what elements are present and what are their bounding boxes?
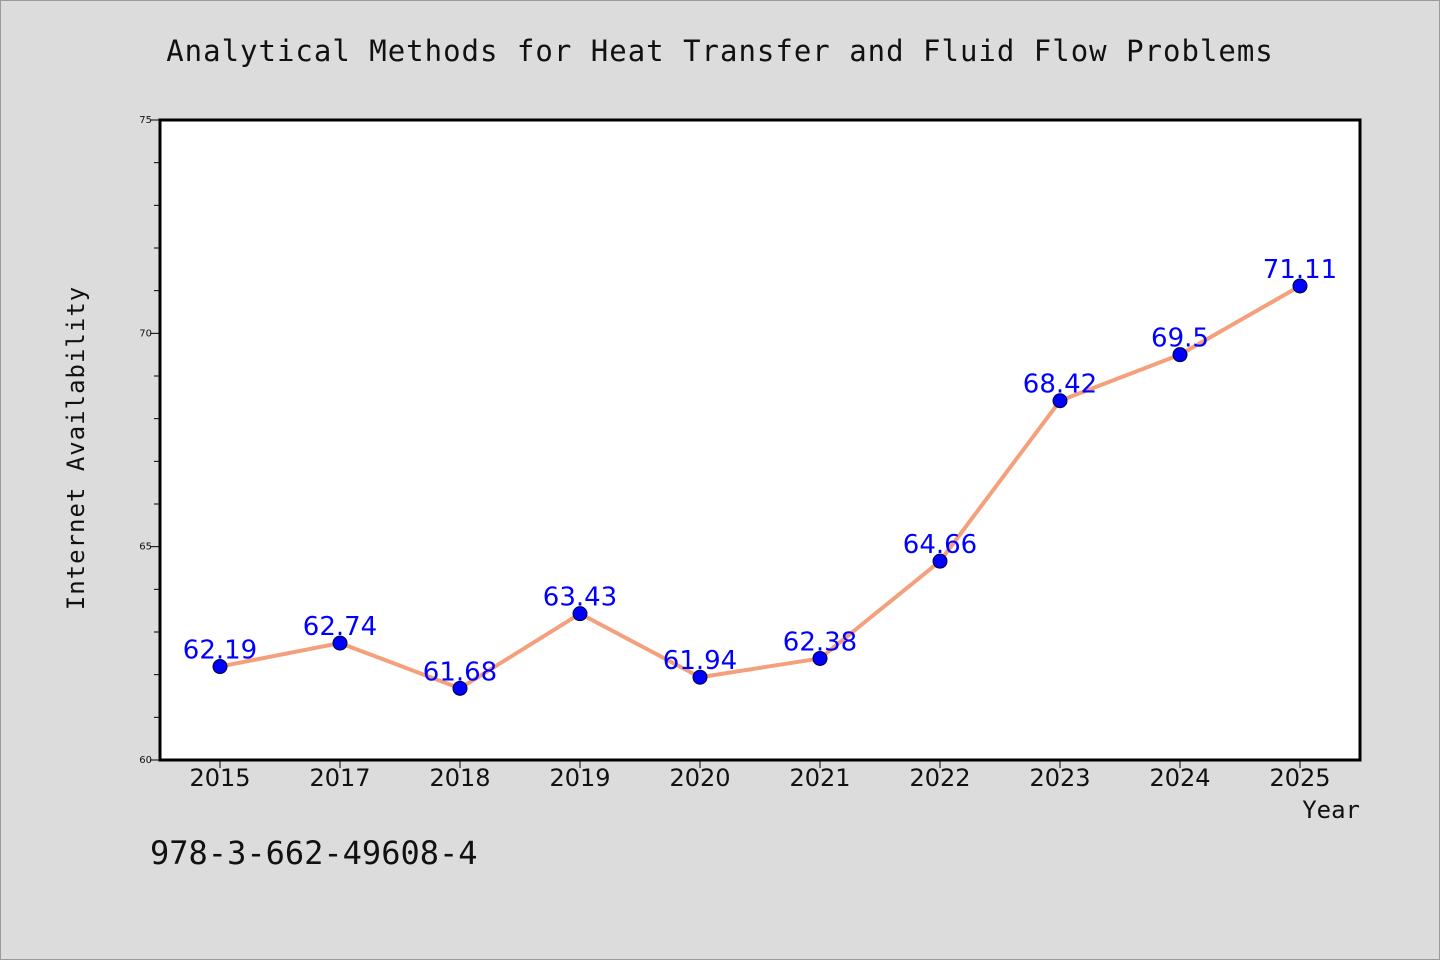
data-label: 61.94 xyxy=(663,646,737,676)
x-tick-label: 2019 xyxy=(549,764,610,792)
data-label: 62.19 xyxy=(183,636,257,666)
y-tick-label: 75 xyxy=(139,115,152,126)
x-tick-label: 2023 xyxy=(1029,764,1090,792)
data-label: 62.74 xyxy=(303,612,377,642)
data-point xyxy=(212,659,228,675)
y-tick-label: 70 xyxy=(139,328,152,339)
x-tick-label: 2017 xyxy=(309,764,370,792)
data-point xyxy=(1172,347,1188,363)
x-tick-label: 2021 xyxy=(789,764,850,792)
isbn-text: 978-3-662-49608-4 xyxy=(150,834,478,872)
x-tick-label: 2020 xyxy=(669,764,730,792)
x-tick-label: 2015 xyxy=(189,764,250,792)
data-point xyxy=(812,650,828,666)
data-point xyxy=(1052,393,1068,409)
x-axis-label: Year xyxy=(1302,796,1360,824)
x-tick-label: 2018 xyxy=(429,764,490,792)
y-tick-label: 60 xyxy=(139,755,152,766)
x-tick-label: 2025 xyxy=(1269,764,1330,792)
plot-area xyxy=(160,120,1360,760)
data-label: 62.38 xyxy=(783,627,857,657)
data-label: 71.11 xyxy=(1263,255,1337,285)
data-label: 68.42 xyxy=(1023,370,1097,400)
data-label: 61.68 xyxy=(423,657,497,687)
data-point xyxy=(1292,278,1308,294)
series-line xyxy=(218,283,1302,691)
data-label: 69.5 xyxy=(1151,324,1209,354)
x-tick-label: 2022 xyxy=(909,764,970,792)
y-tick-label: 65 xyxy=(139,542,152,553)
data-point xyxy=(572,606,588,622)
data-point xyxy=(332,635,348,651)
chart-title: Analytical Methods for Heat Transfer and… xyxy=(166,34,1274,68)
data-point xyxy=(932,553,948,569)
data-point xyxy=(452,680,468,696)
data-label: 63.43 xyxy=(543,583,617,613)
plot-border xyxy=(158,118,1362,762)
x-tick-label: 2024 xyxy=(1149,764,1210,792)
data-label: 64.66 xyxy=(903,530,977,560)
y-axis-label: Internet Availability xyxy=(62,285,90,611)
data-point xyxy=(692,669,708,685)
